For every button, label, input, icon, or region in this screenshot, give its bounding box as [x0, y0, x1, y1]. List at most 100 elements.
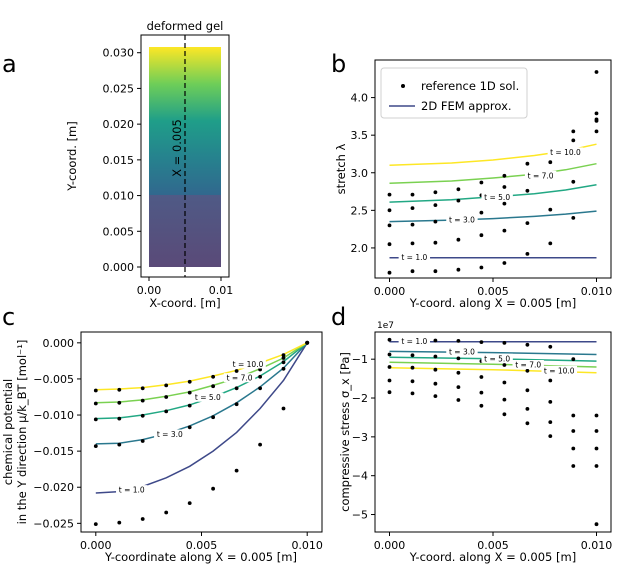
d-contour-label-bg — [446, 347, 478, 357]
c-ref-point — [164, 383, 169, 388]
b-ref-point — [548, 160, 553, 165]
b-ref-point — [456, 237, 461, 242]
b-ytick-label: 2.5 — [351, 204, 369, 217]
c-ref-point — [140, 439, 145, 443]
c-ref-point — [93, 388, 98, 393]
b-ref-point — [594, 70, 599, 74]
b-contour-label: t = 5.0 — [484, 193, 510, 202]
b-ref-point — [571, 138, 576, 143]
panel-d-stress-plot: t = 1.0 t = 3.0 t = 5.0 t = 7.0t = 10.0 1e7… — [338, 321, 612, 564]
b-ref-point — [594, 117, 599, 122]
panel-c-marks: t = 1.0 t = 3.0 t = 5.0 t = 7.0 t = 10.0 — [93, 340, 310, 526]
c-ref-point — [117, 442, 122, 447]
c-ref-point — [164, 510, 169, 515]
b-ytick-label: 2.0 — [351, 242, 369, 255]
b-ref-point — [525, 161, 530, 166]
panel-d-marks: t = 1.0 t = 3.0 t = 5.0 t = 7.0t = 10.0 — [387, 336, 599, 527]
d-ref-point — [387, 378, 392, 383]
a-ytick-label: 0.030 — [103, 47, 135, 60]
c-ref-point — [234, 402, 239, 407]
panel-c-frame — [80, 331, 323, 533]
d-ref-point — [571, 357, 576, 362]
d-contour-label-bg — [512, 360, 544, 370]
d-ref-point — [571, 464, 576, 468]
c-ref-point — [187, 501, 192, 505]
d-contour-label: t = 10.0 — [544, 366, 575, 375]
c-ref-point — [164, 409, 169, 414]
a-ytick-label: 0.020 — [103, 118, 135, 131]
c-ytick-label: −0.010 — [33, 409, 74, 422]
b-ref-point — [387, 192, 392, 197]
panel-a-x-ticks: 0.00 0.01 — [137, 277, 233, 297]
c-ytick-label: −0.025 — [33, 517, 74, 530]
d-ref-point — [479, 340, 484, 344]
d-ref-point — [456, 385, 461, 389]
panel-c-x-ticks: 0.000 0.005 0.010 — [80, 532, 323, 552]
d-series-line-1 — [389, 350, 597, 356]
d-ytick-label: −5 — [352, 509, 368, 522]
c-series-line-0 — [95, 342, 308, 494]
c-ytick-label: −0.015 — [33, 445, 74, 458]
b-xtick-label: 0.010 — [581, 285, 613, 298]
d-ref-point — [502, 412, 507, 417]
d-ref-point — [571, 429, 576, 433]
d-ref-point — [387, 365, 392, 369]
panel-d-y-ticks: −1 −2 −3 −4 −5 — [352, 353, 375, 522]
d-ref-point — [548, 400, 553, 404]
d-ref-point — [502, 341, 507, 345]
c-ref-point — [258, 374, 262, 379]
panel-a-gel-plot: deformed gel X = 0.005 0.0000.0050.0100.… — [65, 19, 233, 310]
c-ref-point — [93, 417, 98, 422]
b-ref-point — [571, 129, 576, 134]
panel-a-xlabel: X-coord. [m] — [149, 296, 220, 310]
d-ref-point — [548, 434, 553, 438]
b-contour-label-bg — [524, 170, 557, 180]
legend-entry-reference: reference 1D sol. — [421, 79, 519, 93]
b-xtick-label: 0.005 — [477, 285, 509, 298]
b-ref-point — [433, 269, 438, 274]
d-ref-point — [387, 337, 392, 342]
c-ytick-label: −0.005 — [33, 373, 74, 386]
c-xtick-label: 0.010 — [291, 539, 323, 552]
b-ref-point — [594, 129, 599, 134]
cut-line-label: X = 0.005 — [170, 119, 184, 177]
d-ref-point — [548, 378, 553, 383]
c-ref-point — [140, 386, 145, 391]
c-ytick-label: 0.000 — [43, 337, 75, 350]
d-ref-point — [525, 368, 530, 373]
panel-c-chemical-potential-plot: t = 1.0 t = 3.0 t = 5.0 t = 7.0 t = 10.0 0.0… — [1, 331, 323, 564]
b-ref-point — [433, 203, 438, 208]
b-ref-point — [548, 207, 553, 212]
b-ref-point — [479, 265, 484, 270]
c-contour-label-bg — [192, 392, 224, 402]
c-ref-point — [258, 367, 262, 372]
c-ref-point — [140, 398, 145, 403]
b-ref-point — [456, 198, 461, 203]
d-ytick-label: −2 — [352, 392, 368, 405]
d-contour-label-bg — [481, 353, 513, 363]
b-ref-point — [410, 241, 415, 246]
b-contour-label-bg — [547, 147, 584, 157]
c-ref-point — [93, 522, 98, 526]
b-ref-point — [433, 190, 438, 195]
d-ref-point — [433, 367, 438, 372]
c-ref-point — [234, 468, 239, 473]
b-xtick-label: 0.000 — [374, 285, 406, 298]
c-contour-label: t = 10.0 — [233, 360, 264, 369]
b-series-line-3 — [389, 162, 597, 185]
c-ref-point — [140, 517, 145, 521]
c-ref-point — [211, 486, 216, 491]
panel-letter-b: b — [331, 50, 346, 78]
d-ref-point — [410, 379, 415, 384]
panel-b-marks: t = 1.0 t = 3.0 t = 5.0 t = 7.0 t = 10.0 — [387, 70, 599, 275]
b-ytick-label: 4.0 — [351, 92, 369, 105]
panel-a-ylabel: Y-coord. [m] — [65, 121, 79, 192]
d-ref-point — [410, 391, 415, 396]
panel-d-ylabel: compressive stress σ_x [Pa] — [338, 352, 352, 512]
c-ref-point — [117, 400, 122, 405]
c-contour-label: t = 1.0 — [119, 486, 145, 495]
d-ref-point — [479, 403, 484, 408]
a-ytick-label: 0.005 — [103, 225, 135, 238]
d-ytick-label: −1 — [352, 353, 368, 366]
panel-b-y-ticks: 2.0 2.5 3.0 3.5 4.0 — [351, 92, 375, 255]
